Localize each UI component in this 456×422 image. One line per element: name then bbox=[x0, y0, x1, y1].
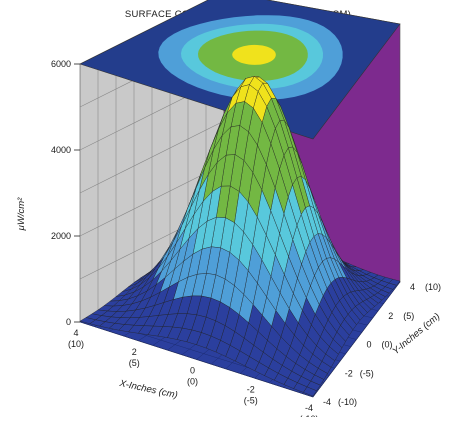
y-axis-label: Y-Inches (cm) bbox=[390, 311, 442, 357]
y-tick-label: -2 bbox=[345, 368, 353, 378]
y-tick-sublabel: (5) bbox=[403, 311, 414, 321]
wall-gridline bbox=[79, 120, 225, 194]
ceiling-contour bbox=[232, 44, 276, 65]
x-tick-label: 4 bbox=[73, 328, 78, 338]
x-tick-sublabel: (-5) bbox=[244, 395, 258, 405]
x-tick-sublabel: (0) bbox=[187, 377, 198, 387]
x-tick-label: -4 bbox=[305, 403, 313, 413]
y-tick-sublabel: (0) bbox=[382, 340, 393, 350]
y-tick-sublabel: (10) bbox=[425, 282, 441, 292]
x-tick-label: -2 bbox=[247, 384, 255, 394]
x-tick-sublabel: (5) bbox=[129, 358, 140, 368]
z-tick-label: 6000 bbox=[51, 59, 71, 69]
surface-cell bbox=[79, 317, 97, 324]
x-axis-label: X-Inches (cm) bbox=[117, 378, 178, 401]
axis-ticks: 02000400060004(10)2(5)0(0)-2(-5)-4(-10)-… bbox=[51, 59, 441, 422]
y-tick-label: -4 bbox=[323, 397, 331, 407]
y-tick-sublabel: (-10) bbox=[338, 397, 357, 407]
z-axis-label: μW/cm² bbox=[16, 197, 27, 231]
y-tick-label: 2 bbox=[388, 311, 393, 321]
y-tick-sublabel: (-5) bbox=[360, 368, 374, 378]
x-tick-label: 2 bbox=[132, 347, 137, 357]
surface-mesh bbox=[79, 75, 401, 397]
z-tick-label: 0 bbox=[66, 317, 71, 327]
y-tick-label: 0 bbox=[367, 340, 372, 350]
z-tick-label: 2000 bbox=[51, 231, 71, 241]
x-tick-label: 0 bbox=[190, 366, 195, 376]
y-tick-label: 4 bbox=[410, 282, 415, 292]
x-tick-sublabel: (10) bbox=[68, 339, 84, 349]
chart-walls bbox=[79, 0, 401, 323]
z-tick-label: 4000 bbox=[51, 145, 71, 155]
